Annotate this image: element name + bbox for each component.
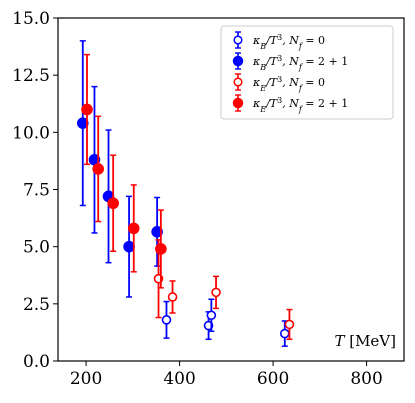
legend-marker	[232, 97, 244, 109]
data-point	[81, 103, 93, 116]
y-tick-label: 15.0	[12, 9, 50, 29]
data-point	[284, 319, 295, 330]
y-tick-label: 12.5	[12, 66, 50, 86]
data-point	[279, 328, 290, 339]
data-point	[107, 197, 119, 210]
data-point	[167, 292, 178, 302]
x-tick-label: 800	[350, 369, 382, 389]
data-point	[123, 240, 135, 253]
legend-box	[220, 25, 394, 120]
legend-entry: κE/T3, Nf = 2 + 1	[232, 94, 348, 114]
series-3	[81, 53, 167, 289]
x-tick-label: 400	[163, 369, 195, 389]
legend-entry: κB/T3, Nf = 2 + 1	[232, 52, 348, 72]
series-0	[161, 298, 290, 347]
series-1	[76, 40, 163, 298]
x-axis-label: T [MeV]	[334, 332, 396, 350]
legend-label: κB/T3, Nf = 2 + 1	[252, 54, 348, 72]
axis-ticks: 200 400 600 800 0.0 2.5 5.0 7.5 10.0 12.5 15.0	[12, 9, 383, 389]
legend-marker	[233, 77, 243, 87]
data-point	[206, 310, 217, 321]
data-series	[76, 40, 295, 347]
y-tick-label: 2.5	[23, 295, 50, 315]
legend-marker	[232, 55, 244, 67]
legend-label: κE/T3, Nf = 2 + 1	[252, 96, 348, 114]
legend-label: κE/T3, Nf = 0	[252, 75, 325, 93]
data-point	[161, 315, 172, 325]
legend: κB/T3, Nf = 0 κB/T3, Nf = 2 + 1 κE/T3, Nf …	[220, 25, 394, 120]
y-tick-label: 10.0	[12, 123, 50, 143]
data-point	[211, 287, 221, 298]
legend-marker	[233, 35, 243, 45]
series-2	[153, 239, 295, 341]
y-tick-label: 5.0	[23, 238, 50, 258]
legend-entry: κB/T3, Nf = 0	[233, 31, 325, 51]
legend-entry: κE/T3, Nf = 0	[233, 73, 325, 93]
y-tick-label: 0.0	[23, 352, 50, 372]
x-axis-title: T [MeV]	[334, 332, 396, 350]
data-point	[92, 163, 105, 175]
data-point	[127, 222, 140, 235]
x-tick-label: 600	[257, 369, 289, 389]
x-tick-label: 200	[70, 369, 102, 389]
data-point	[155, 243, 167, 255]
data-point	[151, 226, 163, 238]
legend-label: κB/T3, Nf = 0	[252, 33, 325, 51]
y-tick-label: 7.5	[23, 181, 50, 201]
